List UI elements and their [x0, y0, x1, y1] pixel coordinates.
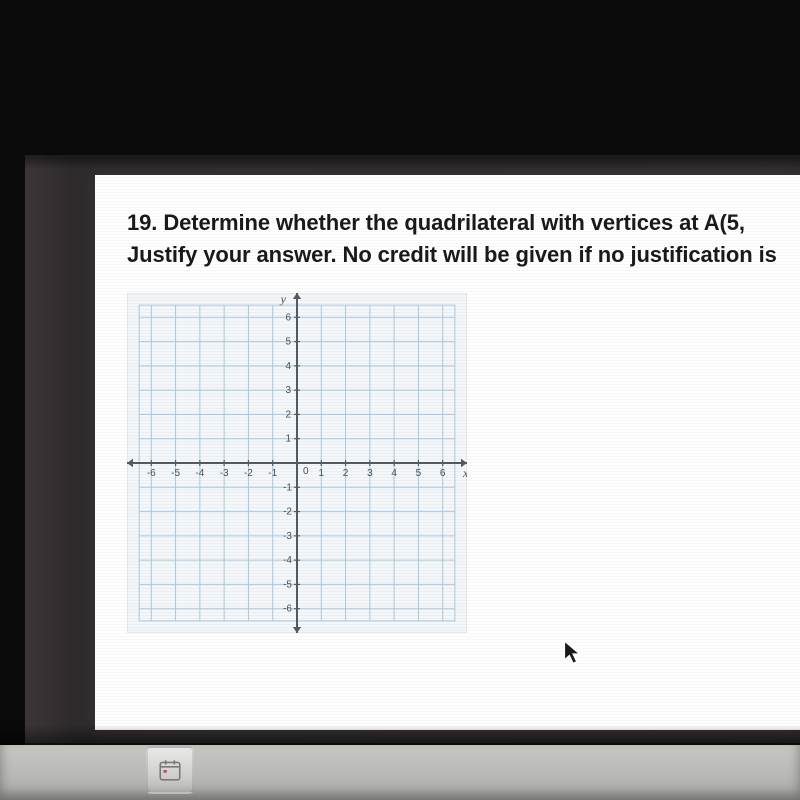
svg-text:4: 4	[285, 361, 291, 372]
coordinate-plane-graph: -6-5-4-3-2-10123456654321-1-2-3-4-5-6 yx	[127, 293, 467, 633]
svg-text:-4: -4	[195, 468, 204, 479]
question-line-1: Determine whether the quadrilateral with…	[163, 210, 745, 235]
svg-text:1: 1	[319, 468, 325, 479]
svg-text:3: 3	[285, 385, 291, 396]
svg-text:-6: -6	[147, 468, 156, 479]
svg-text:-6: -6	[283, 603, 292, 614]
screen-root: 19. Determine whether the quadrilateral …	[0, 0, 800, 800]
svg-text:3: 3	[367, 468, 373, 479]
question-number: 19.	[127, 210, 157, 235]
letterbox-top	[0, 0, 800, 155]
taskbar-icon[interactable]	[146, 746, 194, 794]
svg-text:x: x	[462, 466, 467, 480]
svg-text:-5: -5	[171, 468, 180, 479]
svg-text:-4: -4	[283, 555, 292, 566]
svg-text:2: 2	[285, 409, 291, 420]
question-line-2: Justify your answer. No credit will be g…	[127, 239, 800, 271]
svg-text:-5: -5	[283, 579, 292, 590]
svg-text:1: 1	[285, 433, 291, 444]
svg-text:2: 2	[343, 468, 349, 479]
svg-text:-1: -1	[268, 468, 277, 479]
graph-svg: -6-5-4-3-2-10123456654321-1-2-3-4-5-6 yx	[127, 293, 467, 633]
svg-text:-2: -2	[283, 506, 292, 517]
svg-text:6: 6	[440, 468, 446, 479]
svg-text:-1: -1	[283, 482, 292, 493]
svg-text:4: 4	[391, 468, 397, 479]
svg-text:6: 6	[285, 312, 291, 323]
svg-text:0: 0	[303, 466, 309, 477]
calendar-icon	[157, 757, 183, 783]
svg-text:-3: -3	[220, 468, 229, 479]
desk-shadow	[0, 725, 800, 745]
desk-surface	[0, 745, 800, 800]
svg-text:-2: -2	[244, 468, 253, 479]
svg-text:y: y	[280, 293, 287, 306]
svg-text:-3: -3	[283, 531, 292, 542]
svg-text:5: 5	[416, 468, 422, 479]
svg-text:5: 5	[285, 336, 291, 347]
document-area: 19. Determine whether the quadrilateral …	[95, 175, 800, 730]
question-text: 19. Determine whether the quadrilateral …	[127, 207, 800, 271]
